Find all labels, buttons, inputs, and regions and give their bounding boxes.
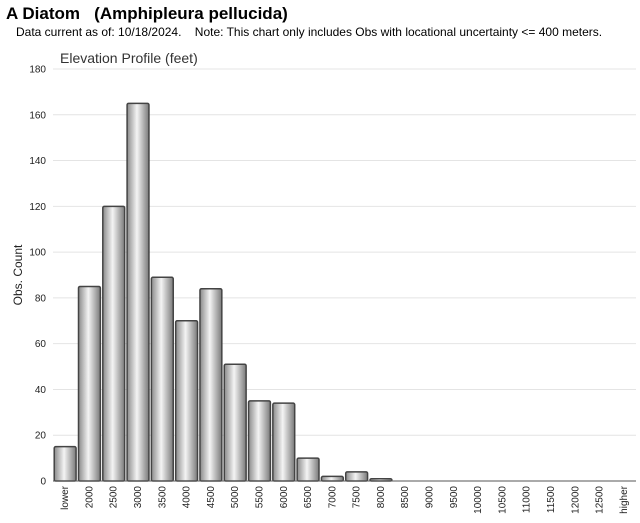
bar-2000 bbox=[77, 285, 102, 482]
x-tick-label: 7500 bbox=[352, 486, 363, 509]
y-axis-label: Obs. Count bbox=[11, 244, 25, 305]
y-tick-label: 160 bbox=[29, 110, 46, 121]
x-tick-label: higher bbox=[619, 485, 630, 513]
x-tick-label: 8000 bbox=[376, 486, 387, 509]
bar-3500 bbox=[150, 276, 174, 482]
y-tick-label: 120 bbox=[29, 202, 46, 213]
x-tick-label: 2000 bbox=[84, 486, 95, 509]
y-tick-label: 140 bbox=[29, 156, 46, 167]
y-tick-label: 180 bbox=[29, 65, 46, 76]
bar-6000 bbox=[272, 402, 296, 482]
x-tick-label: 3000 bbox=[133, 486, 144, 509]
x-tick-label: 2500 bbox=[109, 486, 120, 509]
species-latin-name: (Amphipleura pellucida) bbox=[94, 4, 288, 23]
x-tick-label: 4500 bbox=[206, 486, 217, 509]
chart-heading: A Diatom (Amphipleura pellucida) bbox=[6, 4, 288, 24]
bar-4000 bbox=[174, 320, 199, 482]
x-tick-label: 10500 bbox=[497, 486, 508, 514]
x-tick-label: 5000 bbox=[230, 486, 241, 509]
bar-6500 bbox=[296, 457, 320, 482]
chart-title: Elevation Profile (feet) bbox=[60, 50, 198, 66]
x-tick-labels: lower 2000 2500 3000 3500 4000 4500 5000 5500 600… bbox=[60, 485, 630, 513]
x-tick-label: 6000 bbox=[279, 486, 290, 509]
bar-5000 bbox=[223, 363, 247, 482]
bar-7500 bbox=[344, 471, 369, 482]
x-tick-label: 12500 bbox=[595, 486, 606, 514]
data-note: Data current as of: 10/18/2024. Note: Th… bbox=[16, 25, 603, 39]
x-tick-label: 11000 bbox=[522, 486, 533, 514]
x-tick-label: 6500 bbox=[303, 486, 314, 509]
x-tick-label: 9500 bbox=[449, 486, 460, 509]
y-tick-label: 60 bbox=[35, 339, 47, 350]
x-tick-label: 10000 bbox=[473, 486, 484, 514]
bar-7000 bbox=[320, 475, 345, 482]
y-tick-label: 40 bbox=[35, 385, 47, 396]
x-tick-label: 11500 bbox=[546, 486, 557, 514]
x-tick-label: 3500 bbox=[157, 486, 168, 509]
x-tick-label: 8500 bbox=[400, 486, 411, 509]
x-tick-label: 9000 bbox=[425, 486, 436, 509]
x-tick-label: 4000 bbox=[182, 486, 193, 509]
y-tick-label: 80 bbox=[35, 293, 47, 304]
x-tick-label: 5500 bbox=[254, 486, 265, 509]
bar-5500 bbox=[247, 400, 272, 482]
bar-4500 bbox=[199, 287, 223, 482]
y-tick-label: 0 bbox=[40, 477, 46, 488]
bar-lower bbox=[53, 445, 77, 482]
x-tick-label: lower bbox=[60, 485, 71, 510]
bar-3000 bbox=[126, 102, 150, 482]
y-tick-label: 100 bbox=[29, 248, 46, 259]
x-tick-label: 7000 bbox=[327, 486, 338, 509]
bar-2500 bbox=[102, 205, 126, 482]
bars bbox=[53, 102, 393, 482]
gridlines bbox=[53, 68, 636, 482]
y-tick-label: 20 bbox=[35, 431, 47, 442]
y-tick-labels: 0 20 40 60 80 100 120 140 160 180 bbox=[29, 65, 46, 488]
species-common-name: A Diatom bbox=[6, 4, 80, 23]
x-tick-label: 12000 bbox=[570, 486, 581, 514]
